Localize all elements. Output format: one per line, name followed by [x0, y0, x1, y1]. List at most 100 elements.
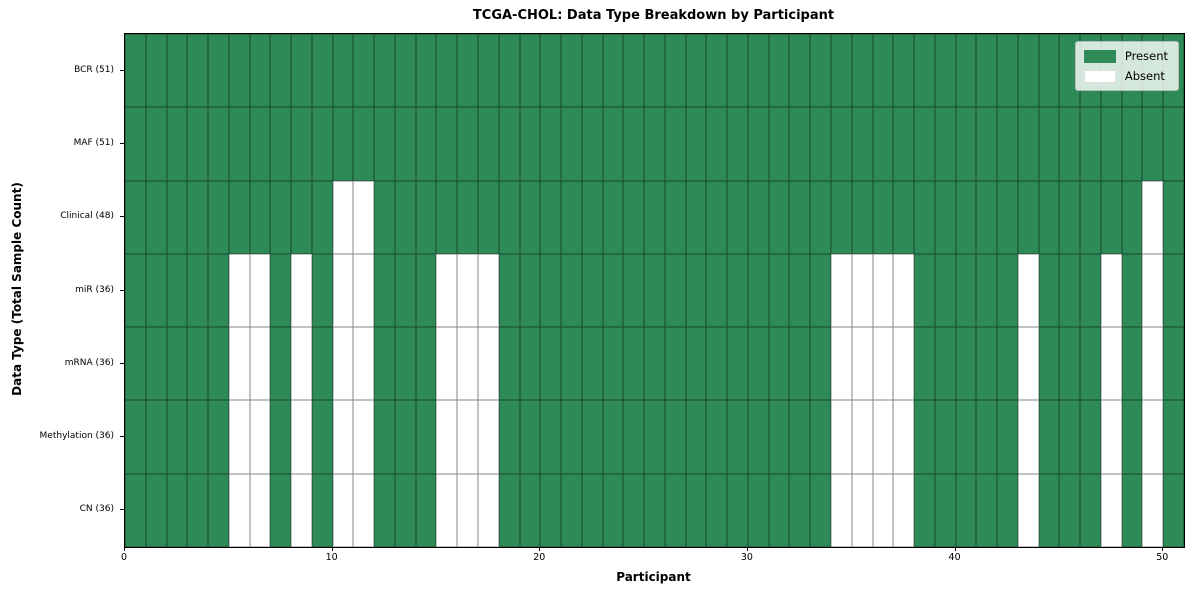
heatmap-cell — [498, 34, 520, 108]
heatmap-cell — [644, 180, 665, 254]
heatmap-cell — [125, 327, 146, 401]
x-tick-label: 20 — [533, 552, 546, 563]
x-tick-label: 10 — [325, 552, 338, 563]
heatmap-cell — [644, 400, 665, 474]
heatmap-cell — [145, 253, 167, 328]
heatmap-cell — [644, 327, 665, 401]
heatmap-cell — [914, 400, 935, 474]
heatmap-cell — [394, 34, 416, 108]
heatmap-cell — [561, 253, 582, 328]
heatmap-cell — [415, 107, 437, 181]
heatmap-cell — [166, 400, 188, 474]
heatmap-cell — [747, 107, 769, 181]
x-tick-label: 0 — [120, 552, 128, 563]
heatmap-cell — [1100, 107, 1122, 181]
heatmap-cell — [374, 327, 395, 401]
heatmap-cell — [893, 327, 915, 401]
heatmap-cell — [851, 34, 873, 108]
heatmap-cell — [706, 34, 728, 108]
heatmap-cell — [561, 400, 582, 474]
heatmap-cell — [872, 473, 894, 547]
heatmap-cell — [1142, 400, 1164, 474]
heatmap-cell — [581, 473, 603, 547]
heatmap-cell — [125, 180, 146, 254]
heatmap-cell — [581, 327, 603, 401]
y-axis-label: Data Type (Total Sample Count) — [10, 182, 24, 396]
heatmap-cell — [810, 473, 831, 547]
heatmap-cell — [664, 327, 686, 401]
heatmap-cell — [519, 400, 541, 474]
heatmap-cell — [436, 107, 458, 181]
heatmap-cell — [685, 34, 707, 108]
heatmap-cell — [623, 107, 645, 181]
legend-item-absent: Absent — [1083, 69, 1168, 83]
heatmap-cell — [934, 327, 956, 401]
heatmap-cell — [872, 253, 894, 328]
heatmap-cell — [1059, 327, 1081, 401]
heatmap-cell — [768, 327, 790, 401]
heatmap-cell — [166, 473, 188, 547]
heatmap-cell — [415, 180, 437, 254]
heatmap-cell — [976, 400, 998, 474]
heatmap-cell — [208, 253, 229, 328]
heatmap-cell — [477, 253, 499, 328]
heatmap-cell — [1038, 400, 1060, 474]
heatmap-cell — [519, 473, 541, 547]
heatmap-cell — [706, 473, 728, 547]
heatmap-cell — [353, 327, 375, 401]
heatmap-cell — [1163, 253, 1184, 328]
heatmap-cell — [270, 180, 292, 254]
heatmap-cell — [457, 400, 478, 474]
heatmap-cell — [789, 473, 811, 547]
heatmap-cell — [519, 180, 541, 254]
heatmap-cell — [789, 327, 811, 401]
y-tick-label: Methylation (36) — [39, 431, 114, 442]
heatmap-cell — [685, 400, 707, 474]
heatmap-cell — [934, 34, 956, 108]
plot-area: Present Absent — [124, 33, 1185, 548]
heatmap-cell — [166, 107, 188, 181]
y-tick-mark — [120, 509, 124, 511]
heatmap-cell — [498, 400, 520, 474]
heatmap-cell — [208, 400, 229, 474]
heatmap-cell — [332, 107, 354, 181]
heatmap-cell — [602, 327, 624, 401]
heatmap-cell — [602, 34, 624, 108]
heatmap-cell — [457, 34, 478, 108]
heatmap-cell — [1080, 107, 1101, 181]
heatmap-cell — [810, 400, 831, 474]
heatmap-cell — [727, 253, 748, 328]
heatmap-cell — [415, 400, 437, 474]
x-tick-mark — [331, 547, 333, 551]
y-tick-mark — [120, 289, 124, 291]
heatmap-cell — [187, 473, 209, 547]
heatmap-cell — [685, 327, 707, 401]
heatmap-cell — [997, 34, 1018, 108]
heatmap-cell — [685, 180, 707, 254]
heatmap-cell — [851, 473, 873, 547]
heatmap-cell — [436, 34, 458, 108]
heatmap-cell — [914, 253, 935, 328]
heatmap-cell — [789, 400, 811, 474]
heatmap-cell — [706, 327, 728, 401]
heatmap-cell — [1038, 107, 1060, 181]
heatmap-cell — [1017, 107, 1039, 181]
heatmap-cell — [457, 107, 478, 181]
heatmap-cell — [581, 107, 603, 181]
heatmap-cell — [374, 473, 395, 547]
heatmap-cell — [955, 180, 977, 254]
heatmap-cell — [1142, 180, 1164, 254]
heatmap-cell — [747, 400, 769, 474]
heatmap-cell — [166, 34, 188, 108]
heatmap-cell — [706, 180, 728, 254]
heatmap-cell — [810, 34, 831, 108]
heatmap-cell — [457, 253, 478, 328]
heatmap-cell — [208, 34, 229, 108]
heatmap-cell — [394, 473, 416, 547]
heatmap-cell — [394, 327, 416, 401]
heatmap-cell — [810, 327, 831, 401]
heatmap-cell — [436, 473, 458, 547]
heatmap-cell — [1059, 473, 1081, 547]
heatmap-cell — [768, 180, 790, 254]
heatmap-cell — [332, 327, 354, 401]
